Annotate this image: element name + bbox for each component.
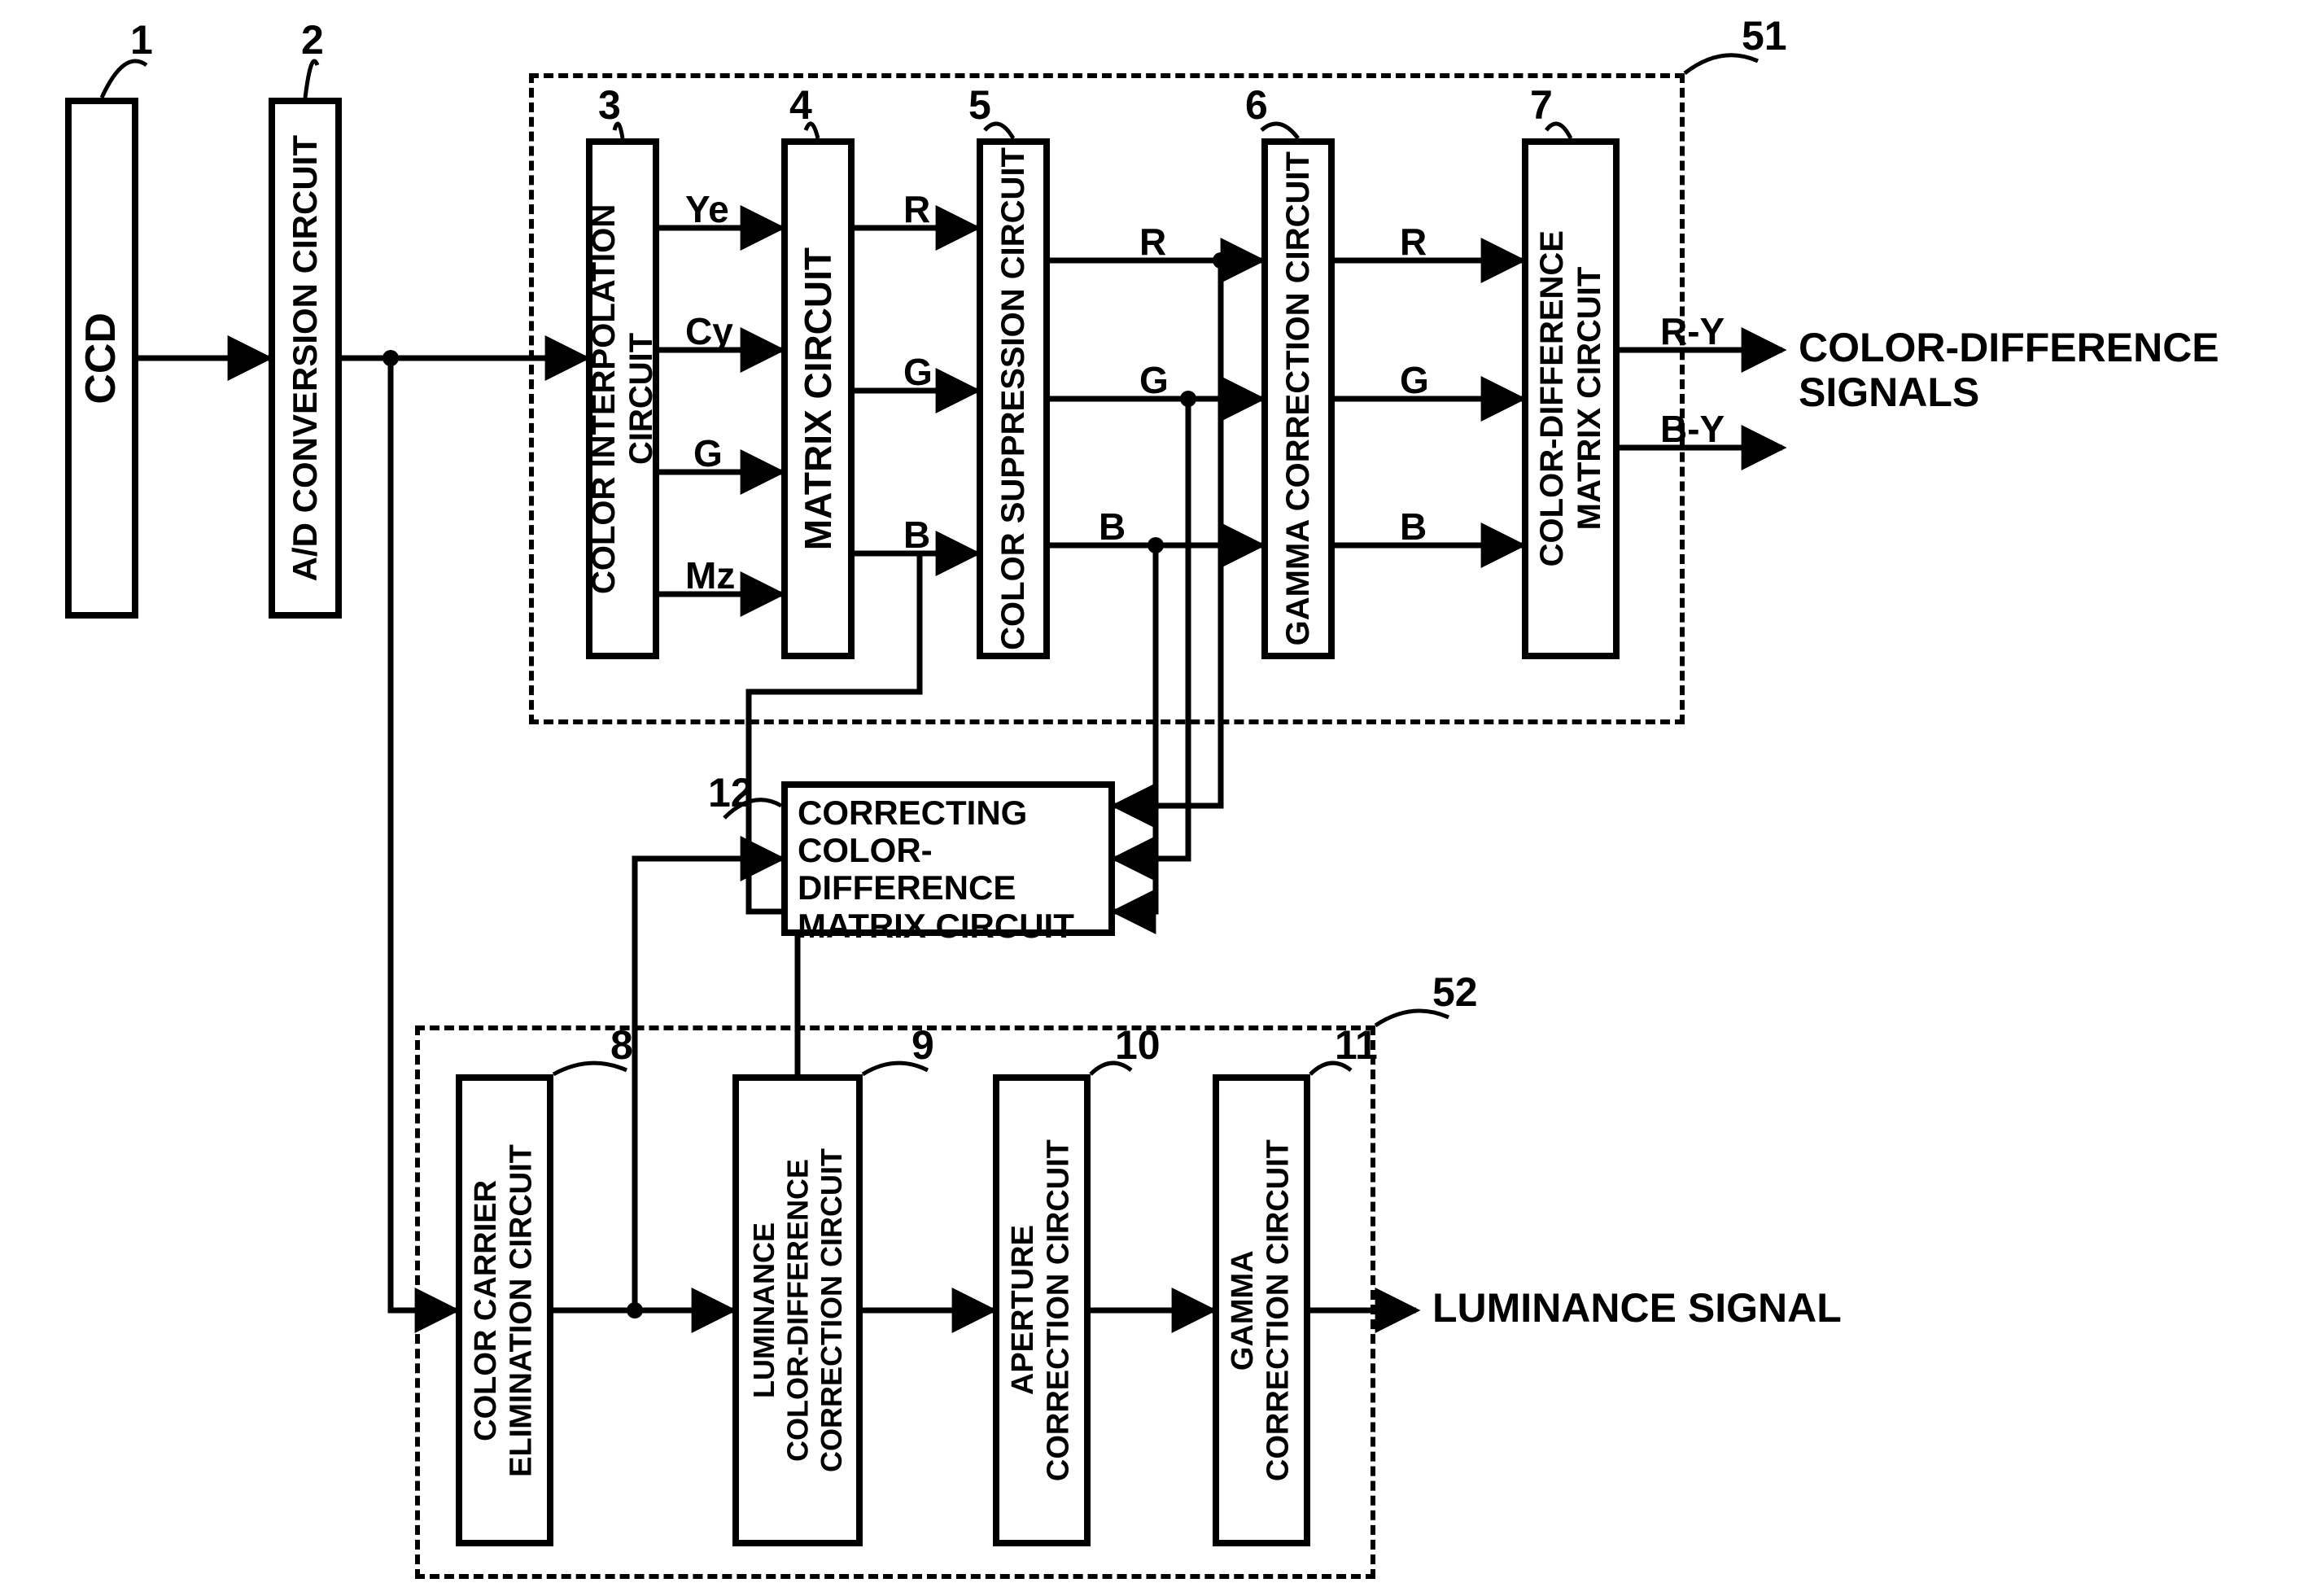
block-number-52: 52 (1432, 969, 1478, 1016)
block-8: COLOR CARRIER ELIMINATION CIRCUIT (456, 1074, 553, 1546)
block-label-4: MATRIX CIRCUIT (797, 247, 840, 550)
block-label-3: COLOR INTERPOLATION CIRCUIT (585, 145, 660, 653)
group-51 (529, 73, 1685, 724)
signal-b1: B (903, 513, 930, 557)
signal-b2: B (1099, 505, 1126, 549)
block-label-7: COLOR-DIFFERENCE MATRIX CIRCUIT (1533, 230, 1608, 566)
block-label-10: APERTURE CORRECTION CIRCUIT (1006, 1139, 1077, 1481)
signal-r2: R (1139, 220, 1166, 264)
signal-ye: Ye (685, 187, 729, 231)
block-number-1: 1 (130, 16, 153, 63)
signal-r3: R (1400, 220, 1427, 264)
signal-g2: G (903, 350, 933, 394)
block-10: APERTURE CORRECTION CIRCUIT (993, 1074, 1091, 1546)
signal-by: B-Y (1660, 407, 1725, 451)
signal-b3: B (1400, 505, 1427, 549)
signal-cy: Cy (685, 309, 733, 353)
block-label-9: LUMINANCE COLOR-DIFFERENCE CORRECTION CI… (747, 1148, 848, 1472)
signal-g3: G (1139, 358, 1169, 402)
block-11: GAMMA CORRECTION CIRCUIT (1213, 1074, 1310, 1546)
block-2: A/D CONVERSION CIRCUIT (269, 98, 342, 619)
block-7: COLOR-DIFFERENCE MATRIX CIRCUIT (1522, 138, 1620, 659)
block-label-5: COLOR SUPPRESSION CIRCUIT (995, 147, 1032, 650)
block-label-1: CCD (77, 313, 126, 404)
block-5: COLOR SUPPRESSION CIRCUIT (977, 138, 1050, 659)
block-number-12: 12 (708, 769, 754, 816)
block-number-51: 51 (1742, 12, 1787, 59)
signal-ry: R-Y (1660, 309, 1725, 353)
block-label-12: CORRECTING COLOR-DIFFERENCE MATRIX CIRCU… (798, 794, 1099, 945)
block-9: LUMINANCE COLOR-DIFFERENCE CORRECTION CI… (732, 1074, 863, 1546)
block-label-6: GAMMA CORRECTION CIRCUIT (1279, 151, 1317, 645)
block-label-2: A/D CONVERSION CIRCUIT (286, 135, 325, 581)
block-label-8: COLOR CARRIER ELIMINATION CIRCUIT (469, 1144, 540, 1477)
output-luma: LUMINANCE SIGNAL (1432, 1286, 1842, 1331)
block-3: COLOR INTERPOLATION CIRCUIT (586, 138, 659, 659)
block-12: CORRECTING COLOR-DIFFERENCE MATRIX CIRCU… (781, 781, 1115, 936)
output-color: COLOR-DIFFERENCE SIGNALS (1799, 326, 2219, 415)
block-1: CCD (65, 98, 138, 619)
signal-r1: R (903, 187, 930, 231)
signal-g1: G (693, 431, 723, 475)
block-6: GAMMA CORRECTION CIRCUIT (1261, 138, 1335, 659)
block-4: MATRIX CIRCUIT (781, 138, 855, 659)
signal-g4: G (1400, 358, 1429, 402)
block-number-2: 2 (301, 16, 324, 63)
block-label-11: GAMMA CORRECTION CIRCUIT (1226, 1139, 1296, 1481)
diagram-canvas: 1234567518910115212CCDA/D CONVERSION CIR… (0, 0, 2317, 1596)
signal-mz: Mz (685, 553, 735, 597)
